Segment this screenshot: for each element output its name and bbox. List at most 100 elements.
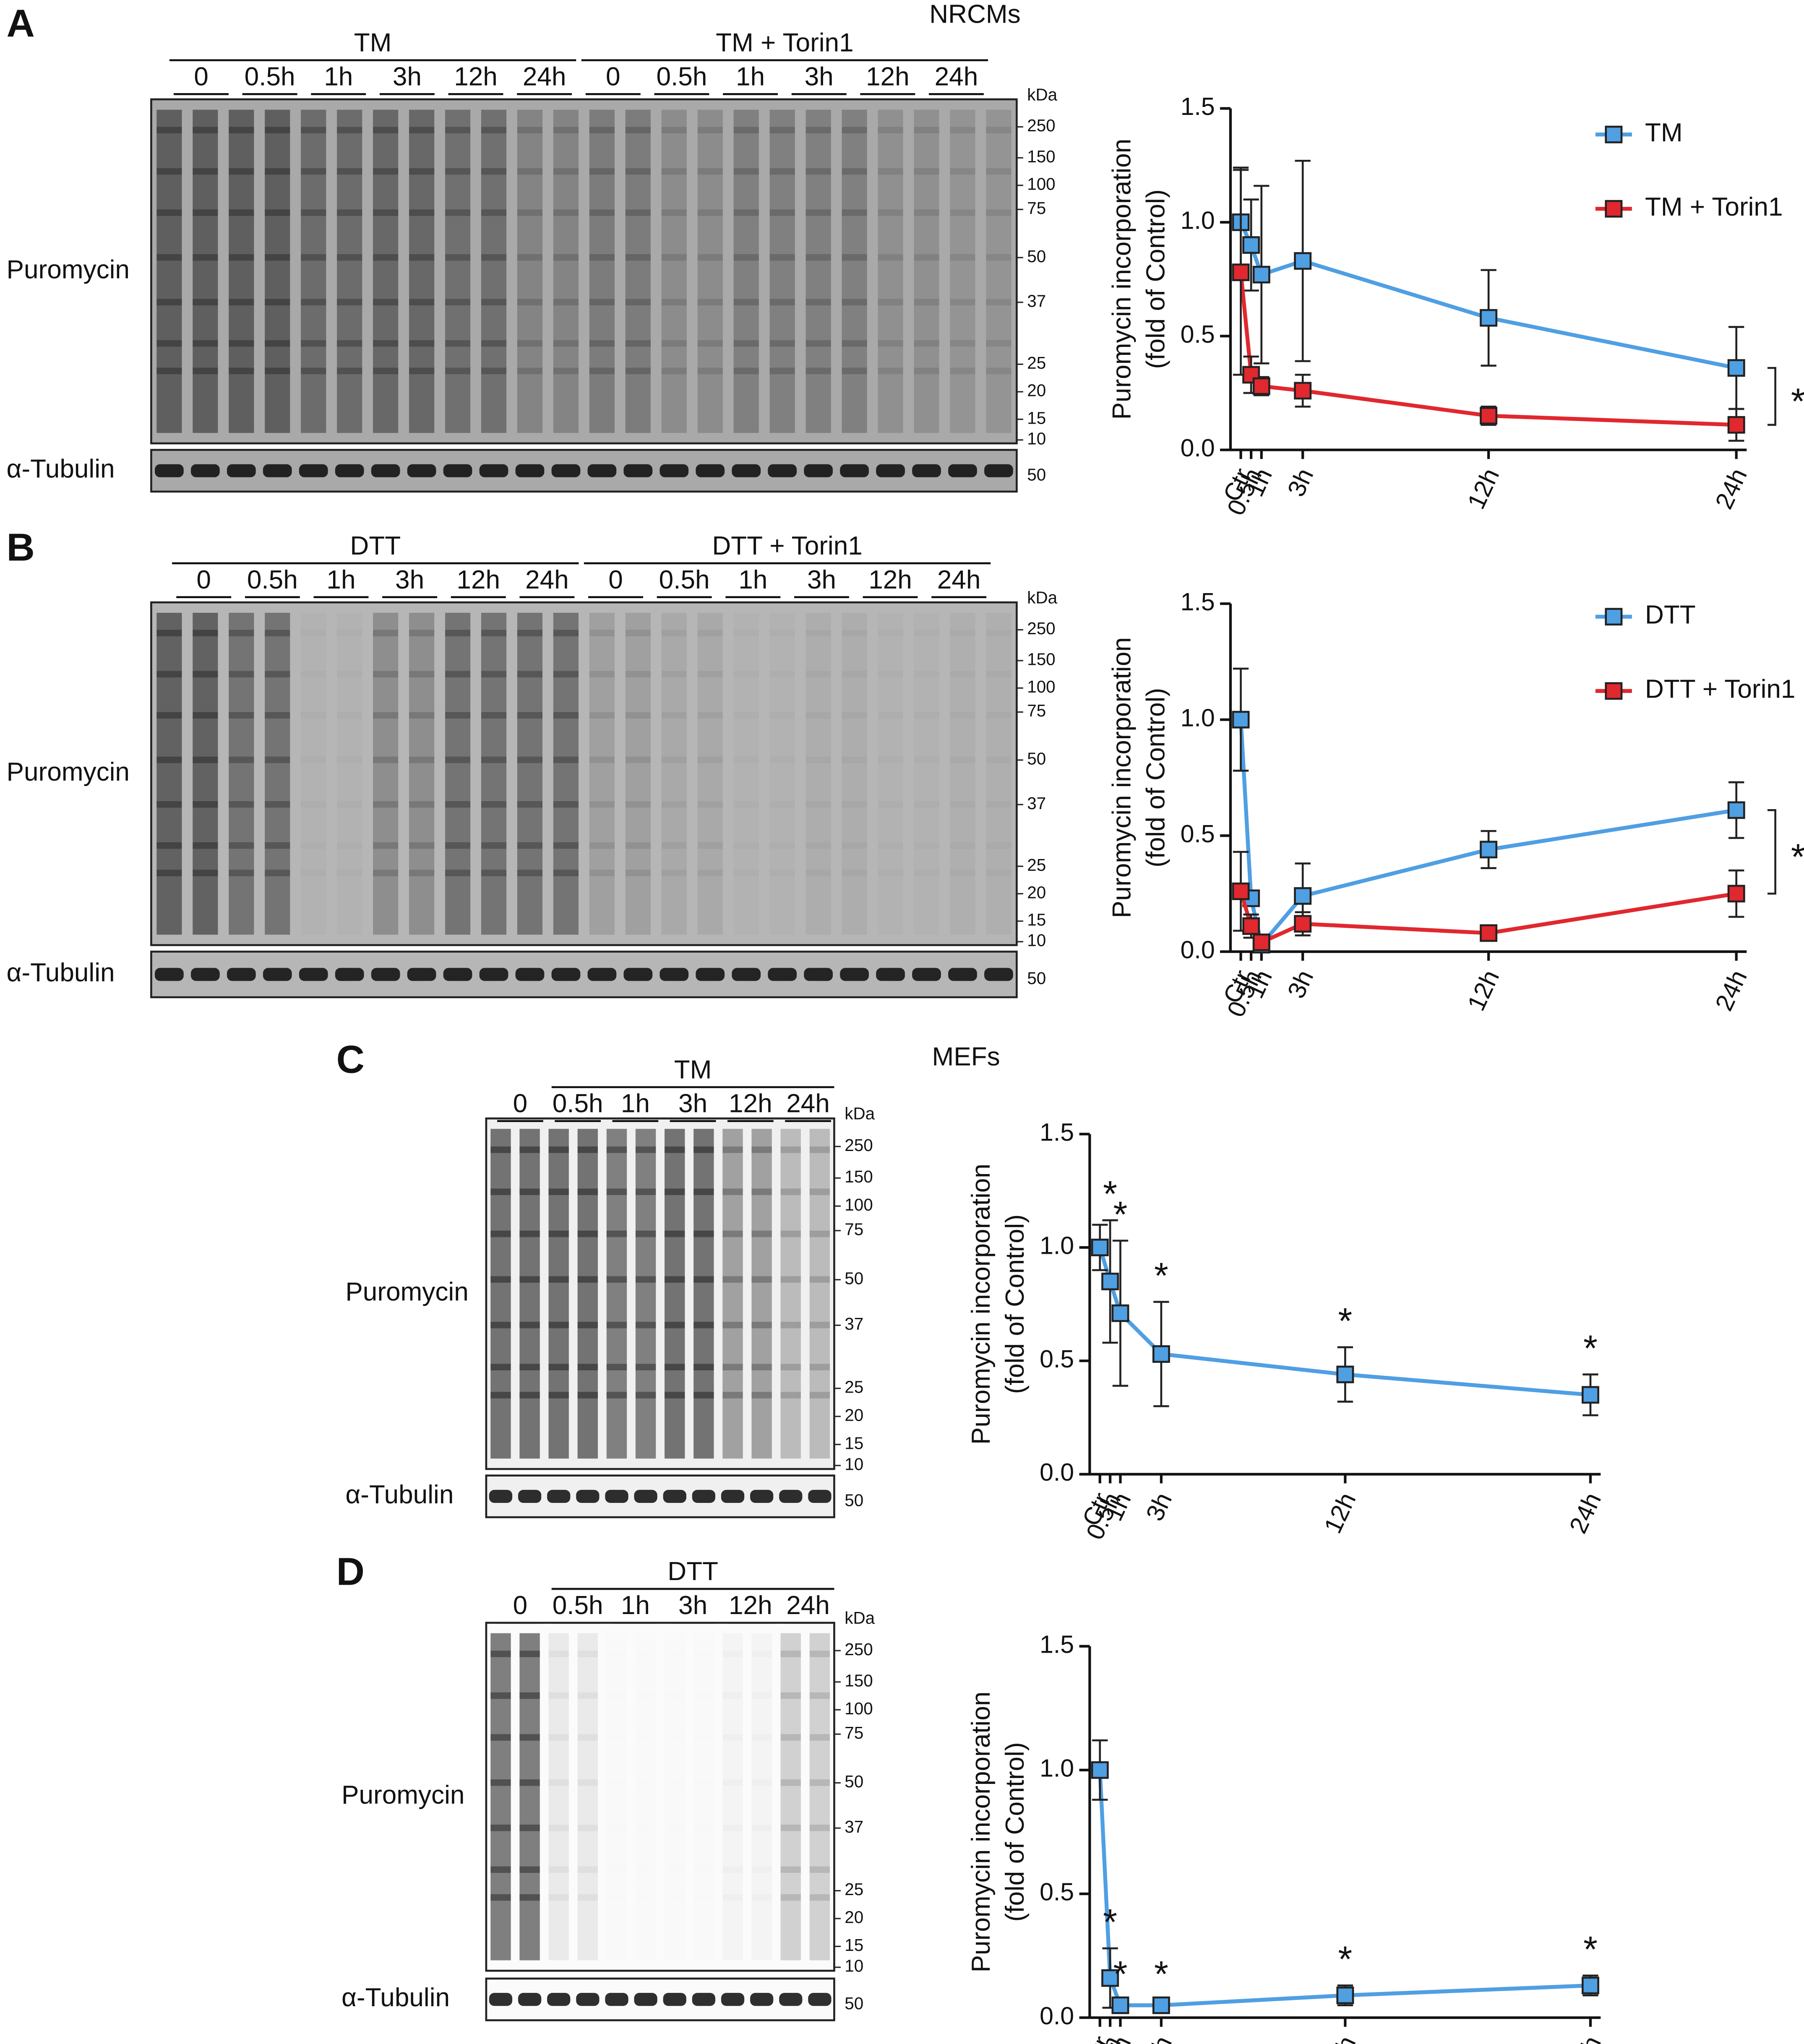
- blot-band: [751, 1692, 772, 1699]
- kda-marker: 150: [845, 1167, 873, 1186]
- blot-band: [445, 801, 471, 808]
- blot-band: [625, 630, 651, 636]
- blot-band: [661, 842, 687, 849]
- blot-band: [337, 630, 362, 636]
- blot-band: [445, 367, 471, 375]
- blot-band: [635, 1146, 656, 1153]
- tubulin-band: [948, 968, 977, 981]
- lane-label: 0: [513, 1089, 528, 1118]
- blot-band: [156, 127, 182, 133]
- lane-label: 1h: [736, 62, 765, 91]
- blot-band: [697, 254, 723, 261]
- kda-marker: 37: [1027, 291, 1046, 310]
- row-label: Puromycin: [7, 255, 130, 284]
- blot-smear: [751, 1633, 772, 1961]
- blot-smear: [229, 612, 254, 935]
- lane-label: 3h: [678, 1591, 707, 1620]
- blot-band: [914, 367, 939, 375]
- significance-star: *: [1113, 1954, 1128, 1995]
- blot-band: [661, 801, 687, 808]
- blot-band: [697, 630, 723, 636]
- blot-band: [693, 1364, 714, 1370]
- blot-band: [337, 209, 362, 216]
- blot-band: [697, 168, 723, 175]
- blot-band: [806, 870, 831, 876]
- blot-band: [914, 712, 939, 719]
- blot-band: [950, 168, 975, 175]
- lane-label: 3h: [395, 565, 424, 594]
- x-tick-label: 24h: [1710, 464, 1752, 513]
- blot-band: [665, 1894, 685, 1901]
- kda-marker: 50: [845, 1994, 863, 2013]
- blot-band: [751, 1779, 772, 1786]
- blot-band: [156, 367, 182, 375]
- blot-band: [722, 1651, 743, 1657]
- blot-band: [409, 801, 435, 808]
- blot-band: [986, 801, 1011, 808]
- blot-band: [229, 801, 254, 808]
- blot-band: [301, 299, 326, 306]
- blot-band: [577, 1824, 598, 1831]
- blot-smear: [409, 109, 435, 433]
- blot-band: [914, 842, 939, 849]
- blot-band: [878, 757, 903, 763]
- blot-smear: [722, 1633, 743, 1961]
- blot-band: [809, 1230, 830, 1237]
- blot-band: [878, 299, 903, 306]
- legend-label: TM: [1645, 118, 1683, 147]
- blot-band: [548, 1866, 569, 1873]
- blot-band: [409, 340, 435, 347]
- blot-band: [636, 1825, 656, 1831]
- blot-smear: [409, 612, 435, 935]
- blot-band: [625, 367, 651, 375]
- blot-band: [751, 1276, 772, 1283]
- blot-band: [914, 254, 939, 261]
- blot-band: [445, 842, 471, 849]
- blot-band: [950, 127, 975, 133]
- blot-smear: [806, 109, 831, 433]
- lane-label: 12h: [866, 62, 910, 91]
- blot-band: [780, 1146, 801, 1153]
- blot-smear: [625, 612, 651, 935]
- blot-band: [337, 299, 362, 306]
- blot-band: [661, 299, 687, 306]
- tubulin-band: [551, 464, 581, 477]
- blot-band: [229, 168, 254, 175]
- blot-smear: [661, 109, 687, 433]
- tubulin-band: [912, 464, 941, 477]
- blot-smear: [751, 1129, 772, 1459]
- kda-marker: kDa: [1027, 588, 1057, 607]
- data-point: [1252, 266, 1270, 284]
- tubulin-band: [779, 1993, 803, 2006]
- y-axis-label: Puromycin incorporation: [1108, 139, 1137, 420]
- blot-band: [806, 671, 831, 678]
- blot-band: [517, 801, 543, 808]
- blot-band: [770, 757, 795, 763]
- blot-band: [986, 671, 1011, 677]
- blot-band: [780, 1188, 801, 1195]
- lane-label: 24h: [523, 62, 566, 91]
- blot-band: [337, 340, 362, 347]
- blot-band: [809, 1824, 830, 1831]
- blot-band: [625, 254, 651, 261]
- tubulin-band: [605, 1489, 628, 1503]
- tubulin-band: [263, 968, 292, 981]
- blot-band: [193, 209, 218, 216]
- blot-band: [914, 340, 939, 347]
- blot-band: [481, 209, 507, 216]
- tubulin-band: [634, 1993, 657, 2006]
- lane-label: 0: [196, 565, 211, 594]
- tubulin-band: [489, 1993, 513, 2006]
- blot-band: [606, 1276, 627, 1283]
- y-tick-label: 1.5: [1181, 93, 1215, 120]
- blot-band: [301, 801, 326, 808]
- blot-band: [548, 1188, 569, 1195]
- y-tick-label: 1.5: [1040, 1118, 1074, 1146]
- blot-band: [156, 712, 182, 719]
- blot-band: [809, 1188, 830, 1195]
- blot-band: [734, 842, 759, 849]
- blot-band: [490, 1824, 511, 1831]
- panel-letter: B: [7, 525, 35, 569]
- blot-band: [373, 756, 399, 763]
